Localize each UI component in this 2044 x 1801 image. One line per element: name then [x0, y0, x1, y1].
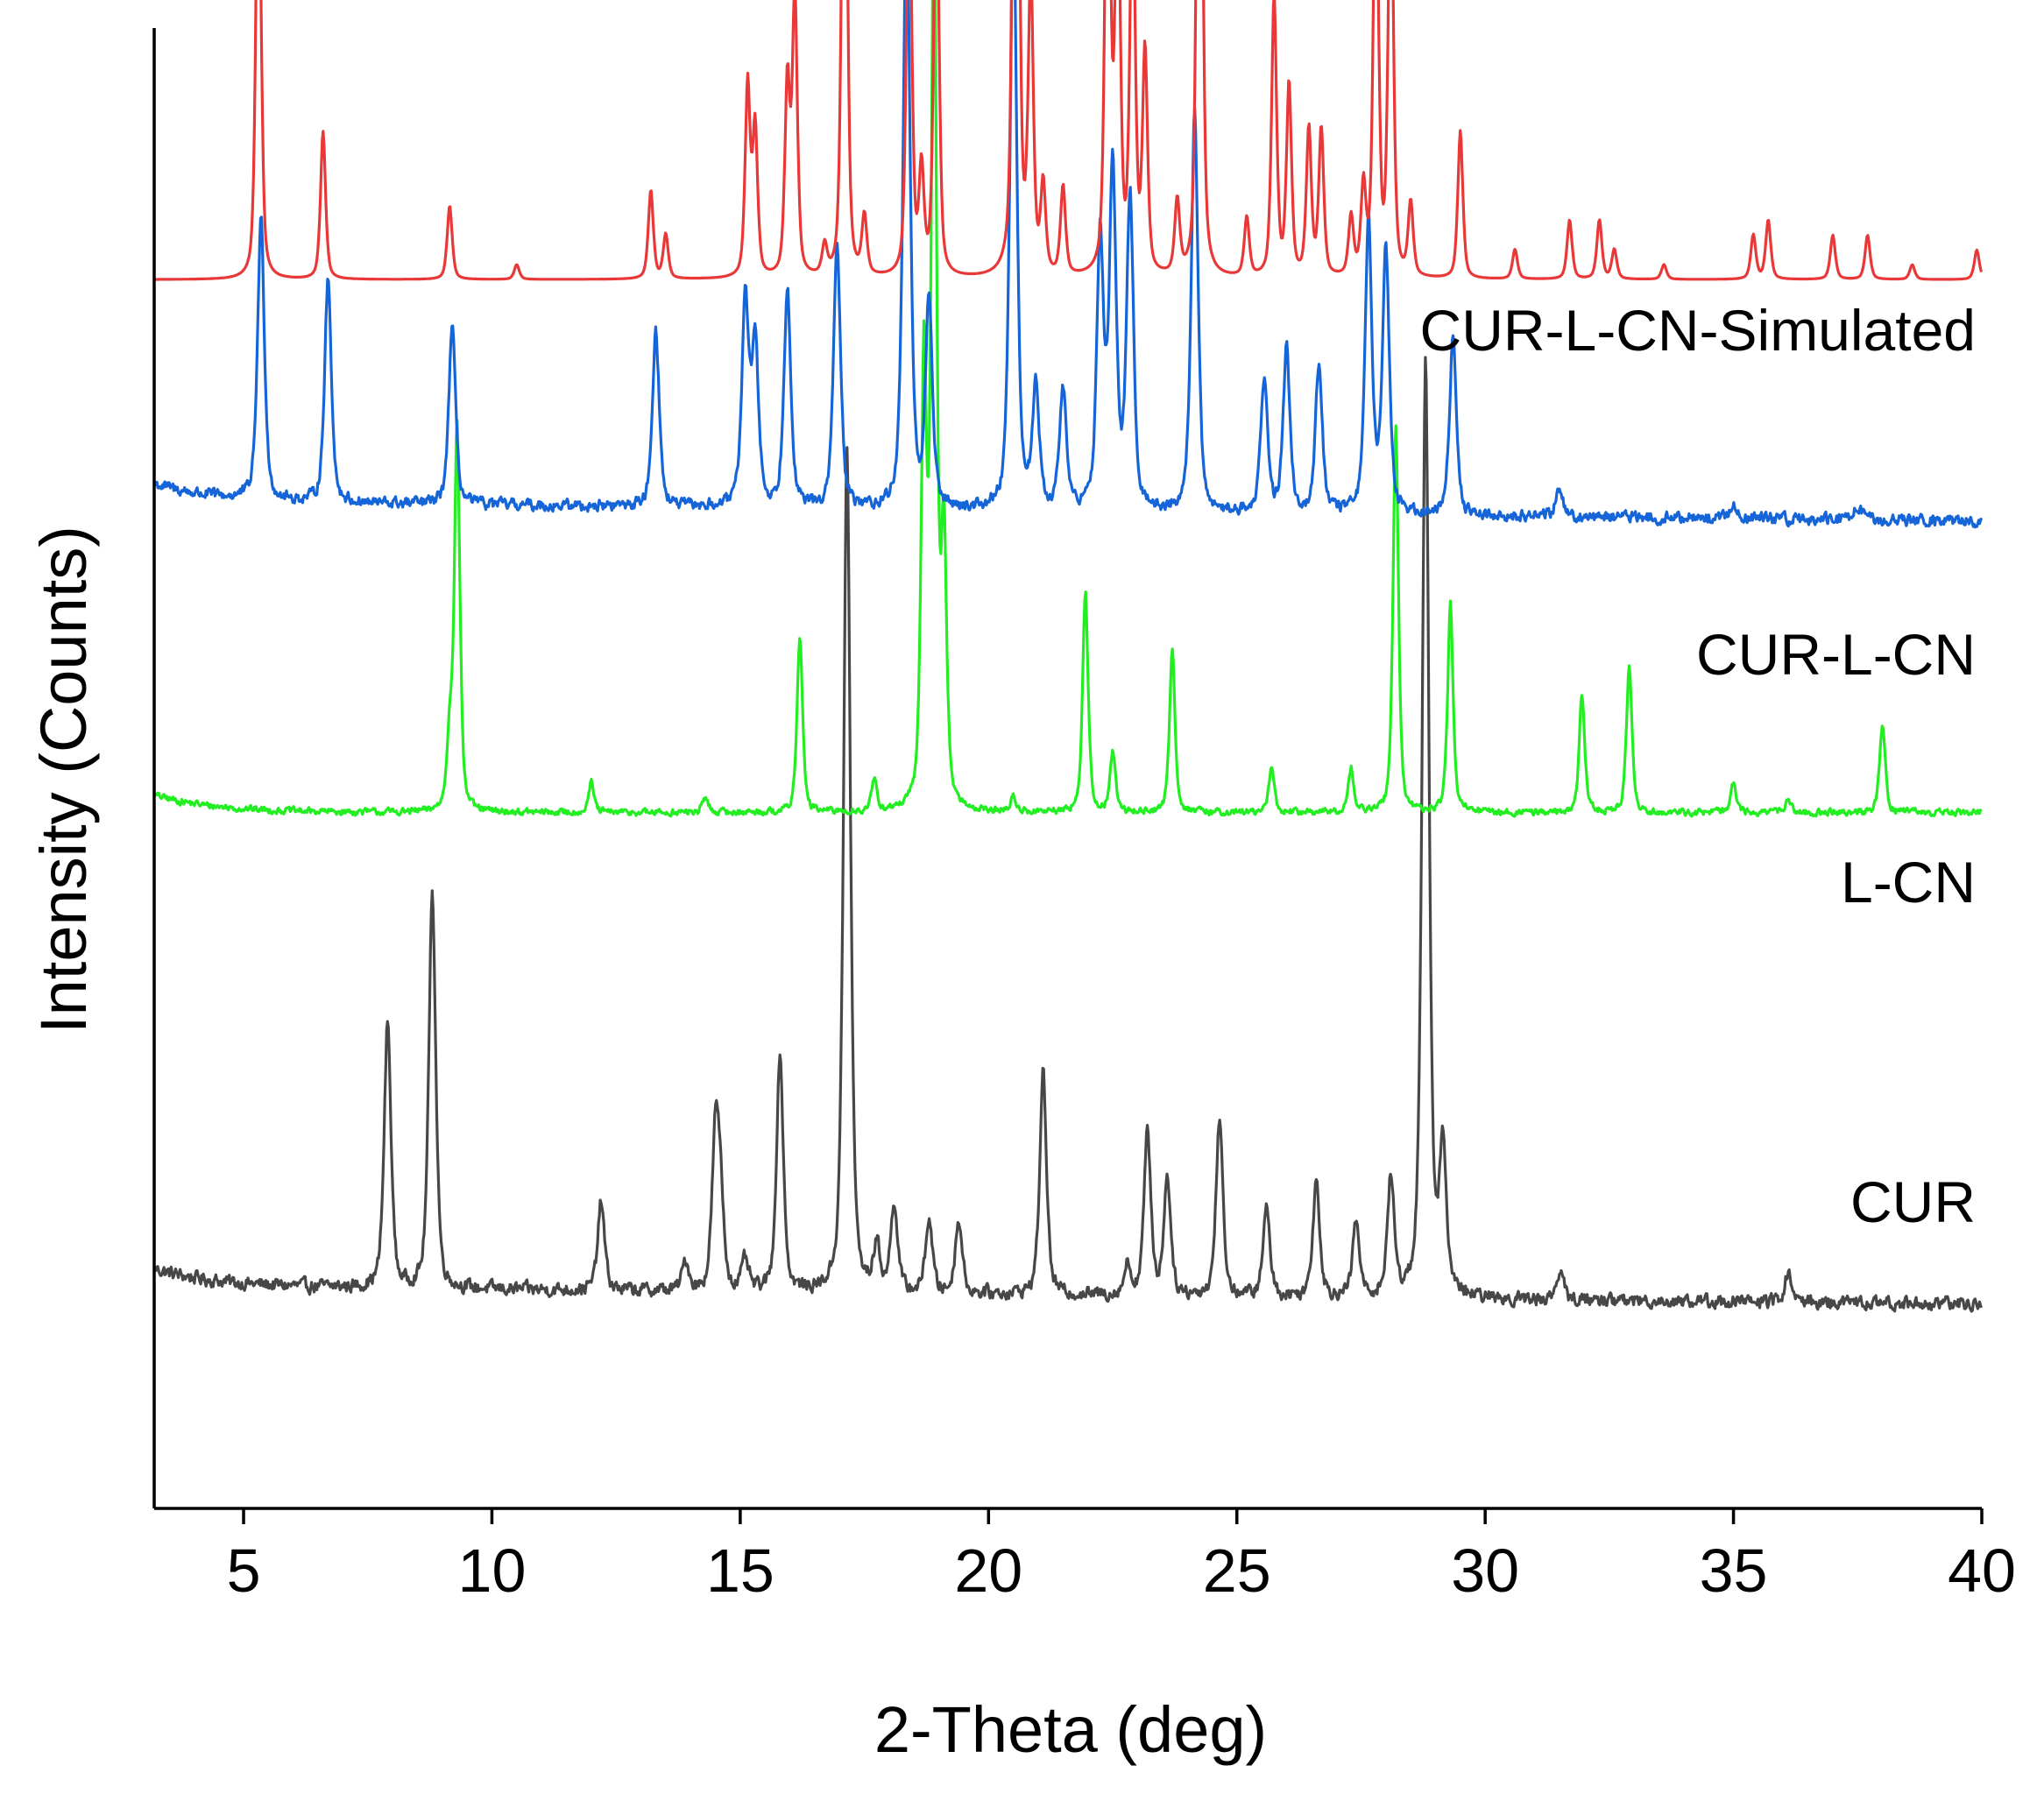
- series-line-cur-l-cn: [153, 0, 1984, 529]
- series-label-l-cn: L-CN: [1841, 850, 1976, 915]
- x-tick-label-40: 40: [1948, 1536, 2016, 1605]
- x-tick-label-30: 30: [1451, 1536, 1519, 1605]
- x-tick-label-20: 20: [954, 1536, 1022, 1605]
- y-axis-title: Intensity (Counts): [27, 526, 100, 1034]
- x-tick-label-10: 10: [458, 1536, 527, 1605]
- series-label-cur: CUR: [1850, 1169, 1976, 1234]
- x-axis-title: 2-Theta (deg): [874, 1693, 1267, 1766]
- series-line-l-cn: [152, 0, 1983, 818]
- x-tick-label-25: 25: [1203, 1536, 1271, 1605]
- series-label-cur-l-cn-simulated: CUR-L-CN-Simulated: [1420, 298, 1976, 363]
- x-tick-label-15: 15: [706, 1536, 774, 1605]
- x-tick-label-5: 5: [227, 1536, 261, 1605]
- x-ticks: 5 10 15 20 25 30 35 40: [227, 1508, 2016, 1605]
- series-line-cur-l-cn-simulated: [153, 0, 1984, 281]
- traces-layer: [152, 0, 1984, 1313]
- series-label-cur-l-cn: CUR-L-CN: [1696, 622, 1976, 687]
- series-line-cur: [152, 356, 1983, 1313]
- x-tick-label-35: 35: [1700, 1536, 1768, 1605]
- series-labels: CUR L-CN CUR-L-CN CUR-L-CN-Simulated: [1420, 298, 1976, 1234]
